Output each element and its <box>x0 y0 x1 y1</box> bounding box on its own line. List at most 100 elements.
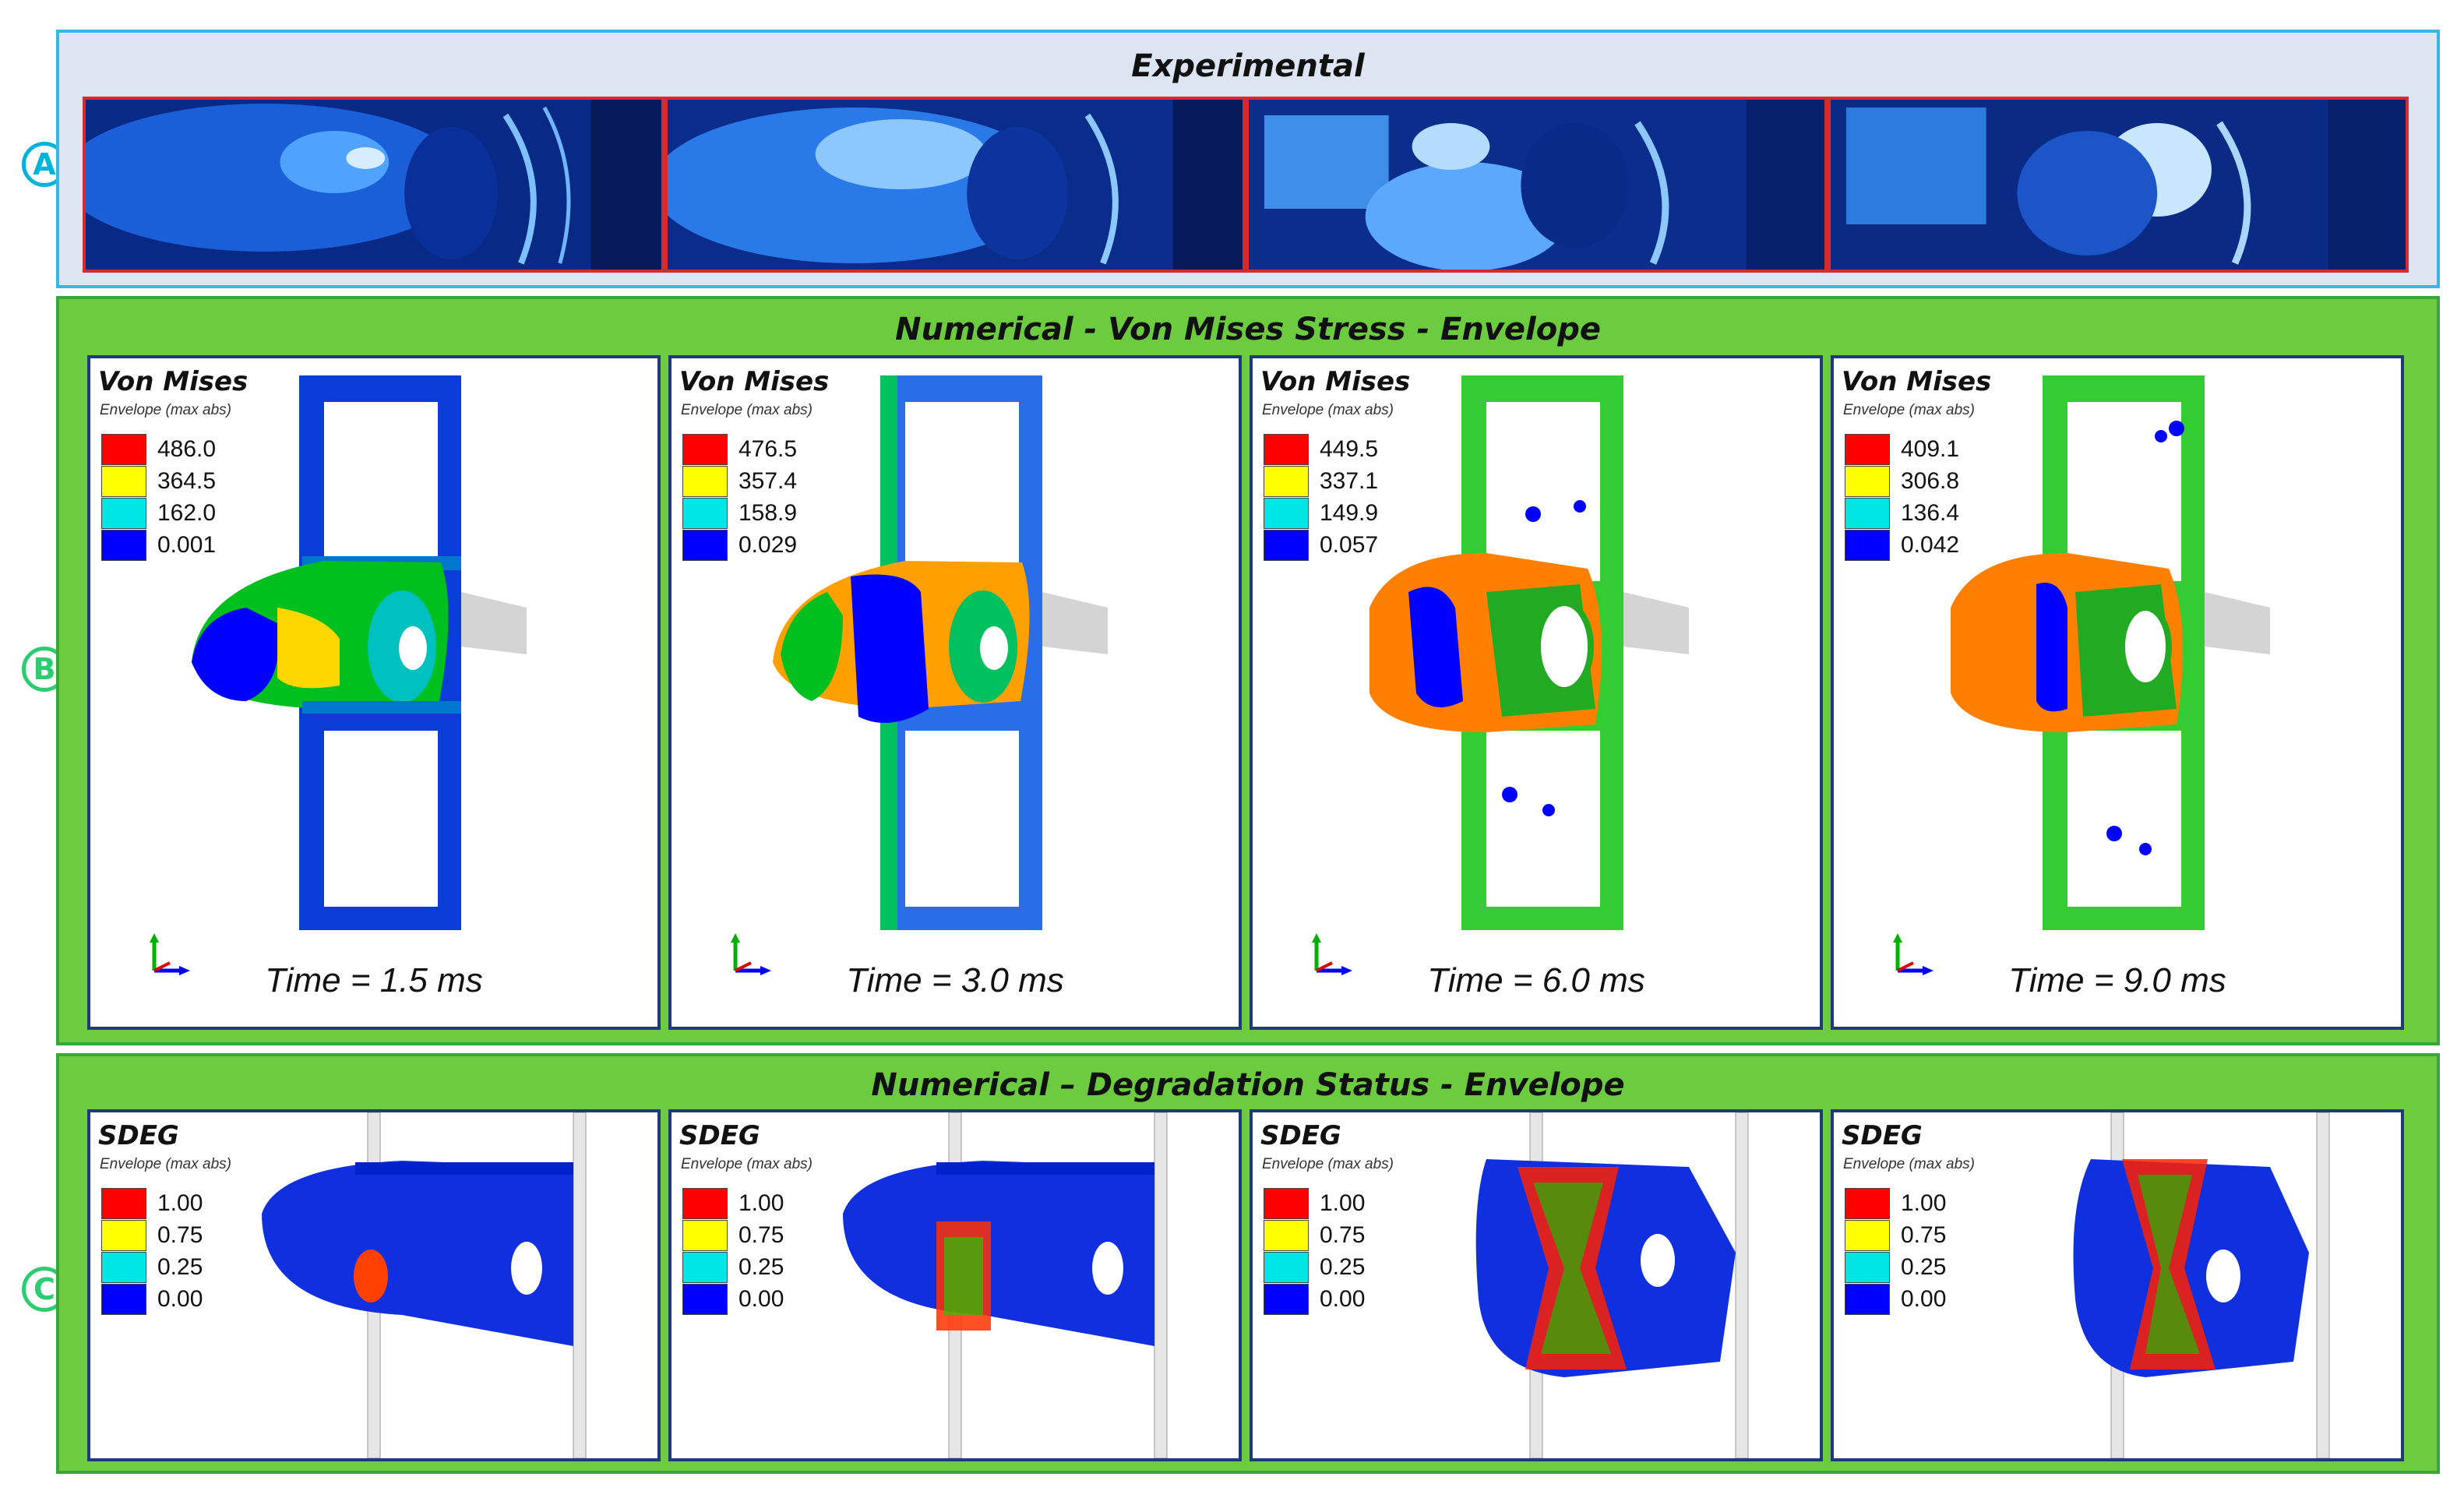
stress-model-4 <box>1951 375 2270 930</box>
legend-swatch-red <box>1845 433 1890 465</box>
color-legend: 1.00 0.75 0.25 0.00 <box>1264 1187 1365 1315</box>
legend-value: 0.00 <box>738 1285 784 1312</box>
degradation-panel-3: SDEG Envelope (max abs) 1.00 0.75 0.25 0… <box>1250 1109 1823 1461</box>
legend-swatch-yellow <box>101 1219 146 1251</box>
experimental-photo-3 <box>1246 97 1828 273</box>
legend-swatch-red <box>682 433 728 465</box>
legend-swatch-yellow <box>1845 465 1890 497</box>
axis-triad-icon <box>731 933 771 975</box>
legend-swatch-cyan <box>1845 1251 1890 1283</box>
axis-triad-icon <box>1893 933 1933 975</box>
legend-value: 476.5 <box>738 435 798 462</box>
legend-title: Von Mises <box>98 366 249 397</box>
legend-value: 0.25 <box>1320 1253 1366 1280</box>
color-legend: 1.00 0.75 0.25 0.00 <box>682 1187 784 1315</box>
legend-value: 136.4 <box>1901 499 1960 526</box>
legend-swatch-yellow <box>682 1219 728 1251</box>
legend-value: 0.001 <box>157 531 217 558</box>
legend-subtitle: Envelope (max abs) <box>1262 402 1394 418</box>
legend-title: Von Mises <box>679 366 830 397</box>
experimental-photo-1 <box>83 97 664 273</box>
experimental-photo-2 <box>664 97 1246 273</box>
experimental-section: Experimental <box>56 30 2440 288</box>
degradation-title: Numerical – Degradation Status - Envelop… <box>871 1067 1625 1103</box>
legend-value: 158.9 <box>738 499 798 526</box>
degradation-panel-4: SDEG Envelope (max abs) 1.00 0.75 0.25 0… <box>1831 1109 2404 1461</box>
time-label: Time = 3.0 ms <box>846 961 1064 999</box>
legend-title: SDEG <box>1842 1120 1923 1151</box>
legend-subtitle: Envelope (max abs) <box>1843 1156 1975 1172</box>
degradation-section: Numerical – Degradation Status - Envelop… <box>56 1053 2440 1474</box>
axis-triad-icon <box>150 933 190 975</box>
legend-swatch-cyan <box>1264 1251 1309 1283</box>
legend-title: Von Mises <box>1842 366 1992 397</box>
legend-value: 162.0 <box>157 499 217 526</box>
legend-swatch-yellow <box>1264 1219 1309 1251</box>
time-label: Time = 1.5 ms <box>265 961 483 999</box>
color-legend: 1.00 0.75 0.25 0.00 <box>1845 1187 1946 1315</box>
legend-swatch-red <box>682 1187 728 1219</box>
legend-swatch-cyan <box>1845 497 1890 529</box>
legend-value: 0.75 <box>1901 1221 1947 1248</box>
legend-swatch-yellow <box>101 465 146 497</box>
legend-value: 1.00 <box>1320 1190 1366 1216</box>
legend-swatch-cyan <box>1264 497 1309 529</box>
legend-value: 149.9 <box>1320 499 1379 526</box>
legend-value: 364.5 <box>157 467 217 494</box>
stress-panel-3: Von Mises Envelope (max abs) 449.5 337.1… <box>1250 355 1823 1030</box>
legend-swatch-cyan <box>101 1251 146 1283</box>
legend-swatch-red <box>101 1187 146 1219</box>
legend-value: 0.75 <box>738 1221 784 1248</box>
legend-subtitle: Envelope (max abs) <box>1843 402 1975 418</box>
legend-value: 1.00 <box>738 1190 784 1216</box>
legend-subtitle: Envelope (max abs) <box>100 1156 231 1172</box>
legend-swatch-red <box>1264 433 1309 465</box>
legend-swatch-cyan <box>682 497 728 529</box>
legend-swatch-blue <box>682 529 728 561</box>
legend-value: 0.25 <box>157 1253 203 1280</box>
legend-subtitle: Envelope (max abs) <box>681 1156 813 1172</box>
legend-value: 0.75 <box>157 1221 203 1248</box>
legend-swatch-blue <box>1264 529 1309 561</box>
stress-panel-2: Von Mises Envelope (max abs) 476.5 357.4… <box>668 355 1242 1030</box>
stress-model-3 <box>1369 375 1689 930</box>
stress-model-1 <box>192 375 527 930</box>
legend-subtitle: Envelope (max abs) <box>1262 1156 1394 1172</box>
legend-value: 409.1 <box>1901 435 1960 462</box>
legend-value: 486.0 <box>157 435 217 462</box>
degradation-panel-1: SDEG Envelope (max abs) 1.00 0.75 0.25 0… <box>87 1109 661 1461</box>
legend-title: SDEG <box>1260 1120 1341 1151</box>
legend-swatch-blue <box>101 529 146 561</box>
legend-title: Von Mises <box>1260 366 1411 397</box>
time-label: Time = 6.0 ms <box>1427 961 1645 999</box>
legend-swatch-cyan <box>101 497 146 529</box>
legend-swatch-cyan <box>682 1251 728 1283</box>
legend-swatch-yellow <box>1845 1219 1890 1251</box>
legend-value: 306.8 <box>1901 467 1960 494</box>
stress-title: Numerical - Von Mises Stress - Envelope <box>895 312 1601 347</box>
legend-value: 0.042 <box>1901 531 1960 558</box>
axis-triad-icon <box>1312 933 1352 975</box>
legend-swatch-blue <box>101 1283 146 1315</box>
legend-swatch-red <box>101 433 146 465</box>
legend-value: 0.25 <box>738 1253 784 1280</box>
experimental-photo-strip <box>83 97 2409 273</box>
legend-value: 0.00 <box>157 1285 203 1312</box>
legend-value: 0.00 <box>1320 1285 1366 1312</box>
legend-value: 449.5 <box>1320 435 1379 462</box>
legend-value: 357.4 <box>738 467 798 494</box>
color-legend: 449.5 337.1 149.9 0.057 <box>1264 433 1378 561</box>
degradation-model-1 <box>262 1112 587 1458</box>
legend-value: 337.1 <box>1320 467 1379 494</box>
legend-title: SDEG <box>98 1120 179 1151</box>
degradation-model-4 <box>2073 1112 2330 1458</box>
legend-value: 0.25 <box>1901 1253 1947 1280</box>
color-legend: 409.1 306.8 136.4 0.042 <box>1845 433 1959 561</box>
color-legend: 476.5 357.4 158.9 0.029 <box>682 433 797 561</box>
color-legend: 486.0 364.5 162.0 0.001 <box>101 433 216 561</box>
legend-value: 0.029 <box>738 531 798 558</box>
legend-value: 0.75 <box>1320 1221 1366 1248</box>
degradation-model-3 <box>1475 1112 1749 1458</box>
legend-subtitle: Envelope (max abs) <box>100 402 231 418</box>
color-legend: 1.00 0.75 0.25 0.00 <box>101 1187 203 1315</box>
